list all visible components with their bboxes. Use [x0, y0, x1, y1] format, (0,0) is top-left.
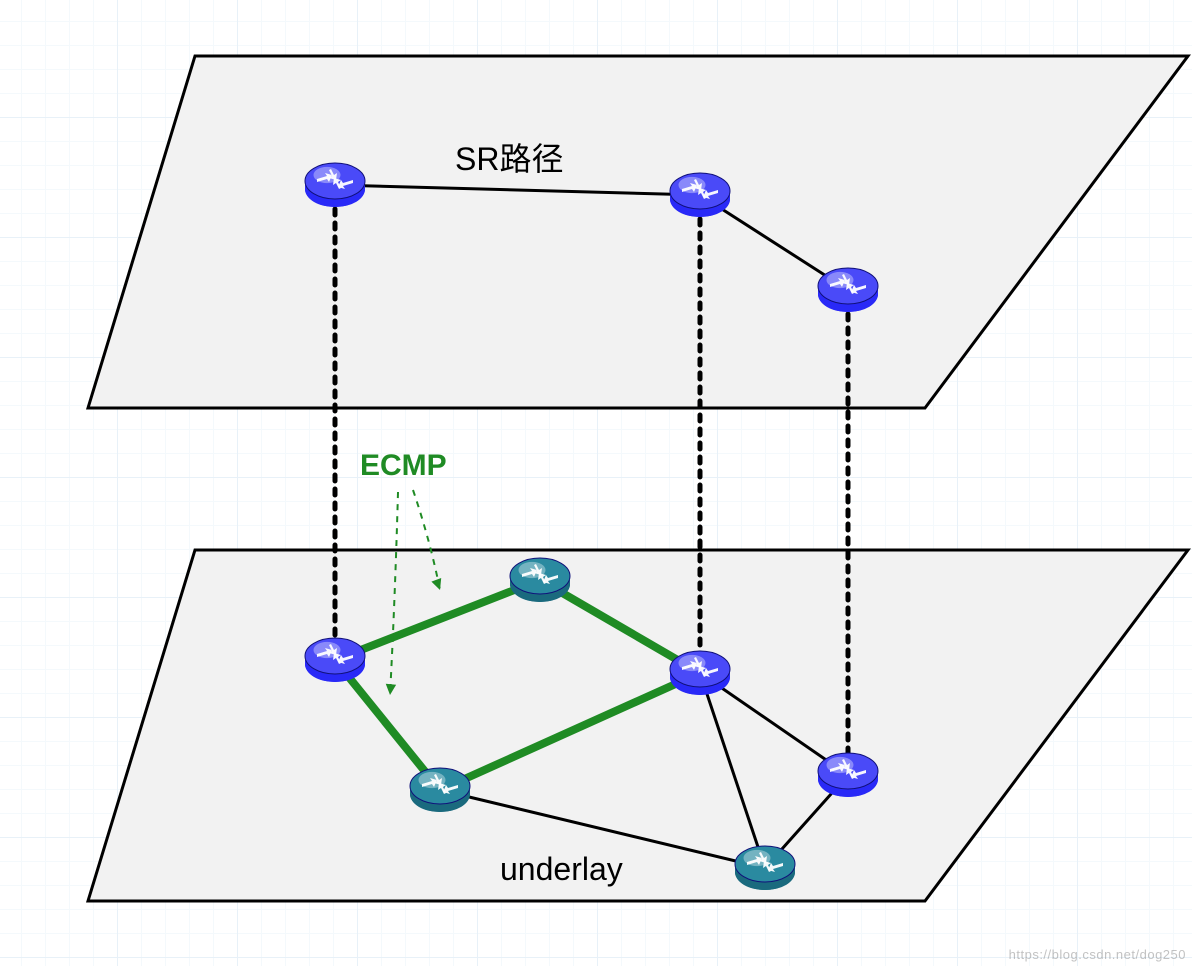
label-ecmp: ECMP	[360, 449, 447, 482]
router-icon	[305, 638, 365, 682]
label-sr-path: SR路径	[455, 141, 563, 177]
watermark: https://blog.csdn.net/dog250	[1009, 947, 1186, 962]
router-icon	[818, 753, 878, 797]
label-underlay: underlay	[500, 851, 623, 887]
plane-bottom	[88, 550, 1188, 901]
router-icon	[410, 768, 470, 812]
network-diagram: SR路径 underlay ECMP	[0, 0, 1192, 966]
router-icon	[735, 846, 795, 890]
router-icon	[818, 268, 878, 312]
router-icon	[305, 163, 365, 207]
router-icon	[510, 558, 570, 602]
router-icon	[670, 651, 730, 695]
router-icon	[670, 173, 730, 217]
plane-top	[88, 56, 1188, 408]
